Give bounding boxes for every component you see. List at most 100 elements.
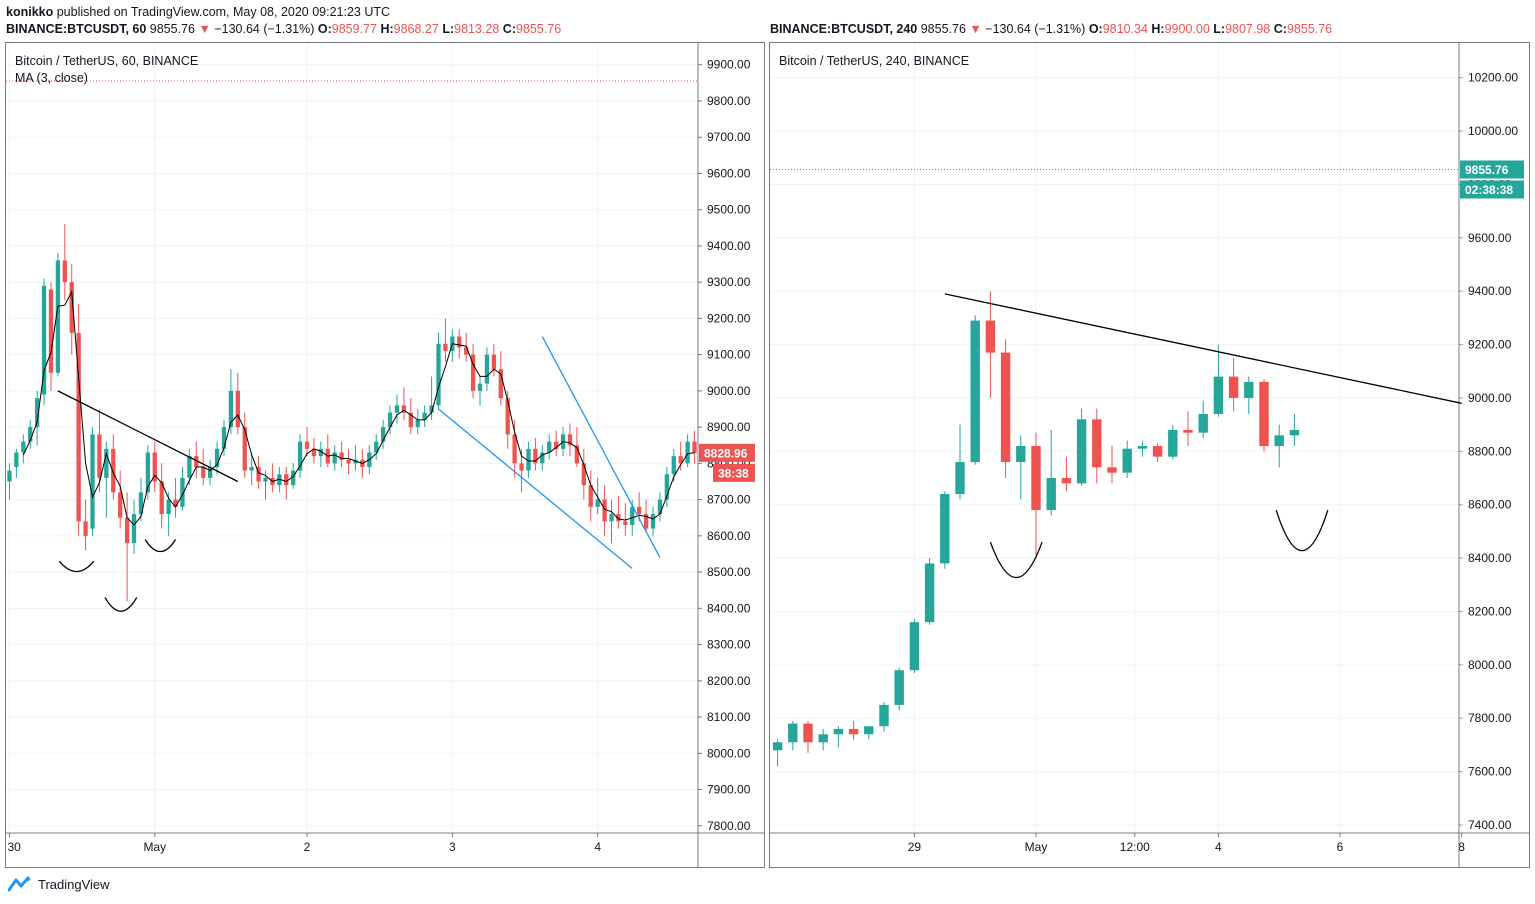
x-tick-label: 30 [7,840,21,854]
y-tick-label: 8200.00 [1468,604,1512,618]
candle-body [772,742,783,751]
y-tick-label: 8000.00 [1468,658,1512,672]
candle-body [879,704,889,727]
trendline-descending-resistance [944,293,1462,404]
candle-body [955,462,965,495]
candle-body [685,441,690,464]
candle-body [339,452,344,460]
candle-body [581,463,586,486]
candle-body [657,499,663,515]
last-price-box [699,443,755,462]
left-change: −130.64 (−1.31%) [214,22,315,36]
candle-body [304,441,310,449]
countdown-label: 38:38 [718,466,749,480]
candle-body [464,347,469,355]
pattern-arc [989,541,1043,578]
candle-body [201,466,206,478]
y-tick-label: 9200.00 [1468,338,1512,352]
candle-body [422,412,427,420]
y-tick-label: 7400.00 [1468,818,1512,832]
candle-body [924,563,935,623]
candle-body [138,492,144,515]
candle-body [76,332,81,522]
candle-body [848,728,859,735]
candle-body [277,474,282,486]
candle-body [131,514,137,544]
y-tick-label: 9200.00 [707,311,751,325]
candle-body [1122,448,1132,473]
left-last: 9855.76 [149,22,195,36]
x-tick-label: 8 [1458,840,1465,854]
pattern-arc [1275,509,1329,552]
candle-body [547,441,552,453]
candle-body [194,456,199,467]
candle-body [671,456,676,475]
y-tick-label: 8300.00 [707,638,751,652]
candle-body [7,470,12,482]
publish-line: konikko published on TradingView.com, Ma… [6,5,390,19]
candle-body [484,354,490,384]
candle-body [894,670,904,705]
last-price-box [1460,160,1524,179]
candle-body [519,463,524,471]
candle-body [491,354,497,370]
y-tick-label: 9700.00 [707,130,751,144]
y-tick-label: 9000.00 [1468,391,1512,405]
candle-body [595,499,600,507]
candle-body [297,441,303,471]
candle-body [1244,381,1254,398]
candle-body [864,726,874,735]
candle-body [650,514,656,529]
chart-panel-left[interactable]: 9900.00 9800.00 9700.00 9600.00 9500.00 9400.… [5,42,765,868]
footer-brand[interactable]: TradingView [8,876,110,892]
candle-body [1107,467,1117,473]
candle-body [291,470,296,486]
candle-body [616,514,621,522]
candle-body [630,506,635,525]
candle-body [207,466,213,478]
candle-body [1046,478,1056,511]
candle-body [602,499,607,522]
x-tick-label: 2 [304,840,311,854]
candle-body [14,452,19,467]
trendline-channel-upper [541,336,661,558]
y-tick-label: 9600.00 [707,166,751,180]
candle-body [588,485,593,507]
candle-body [1061,478,1072,484]
right-low: 9807.98 [1225,22,1271,36]
candle-body [145,452,151,493]
candle-body [408,412,413,428]
candle-body [173,499,178,507]
chart-left[interactable]: 9900.00 9800.00 9700.00 9600.00 9500.00 9400.… [6,43,764,867]
pattern-arc [58,560,95,573]
candle-body [1076,419,1087,484]
candle-body [214,448,220,467]
author-name[interactable]: konikko [6,5,54,19]
ma-line [22,290,695,526]
chart-title: Bitcoin / TetherUS, 60, BINANCE [15,54,198,68]
chart-right[interactable]: 10200.0010000.009800.009600.009400.00920… [770,43,1529,867]
candle-body [457,336,462,348]
right-high: 9900.00 [1164,22,1210,36]
candle-body [788,723,798,743]
pattern-arc [104,597,138,612]
x-tick-label: May [1025,840,1048,854]
candle-body [249,466,254,471]
candle-body [318,448,324,457]
candle-body [567,434,573,446]
candle-body [1259,381,1269,447]
candle-body [1137,446,1148,449]
chart-panel-right[interactable]: 10200.0010000.009800.009600.009400.00920… [769,42,1530,868]
candle-body [1168,429,1178,457]
candle-body [833,728,844,735]
y-tick-label: 7800.00 [1468,711,1512,725]
pattern-arc [144,539,177,553]
published-text: published on TradingView.com, May 08, 20… [56,5,391,19]
y-tick-label: 9400.00 [1468,284,1512,298]
candle-body [477,383,483,391]
candle-body [346,459,351,464]
left-high: 9868.27 [393,22,439,36]
y-tick-label: 8900.00 [707,420,751,434]
y-tick-label: 8600.00 [707,529,751,543]
y-tick-label: 9600.00 [1468,231,1512,245]
